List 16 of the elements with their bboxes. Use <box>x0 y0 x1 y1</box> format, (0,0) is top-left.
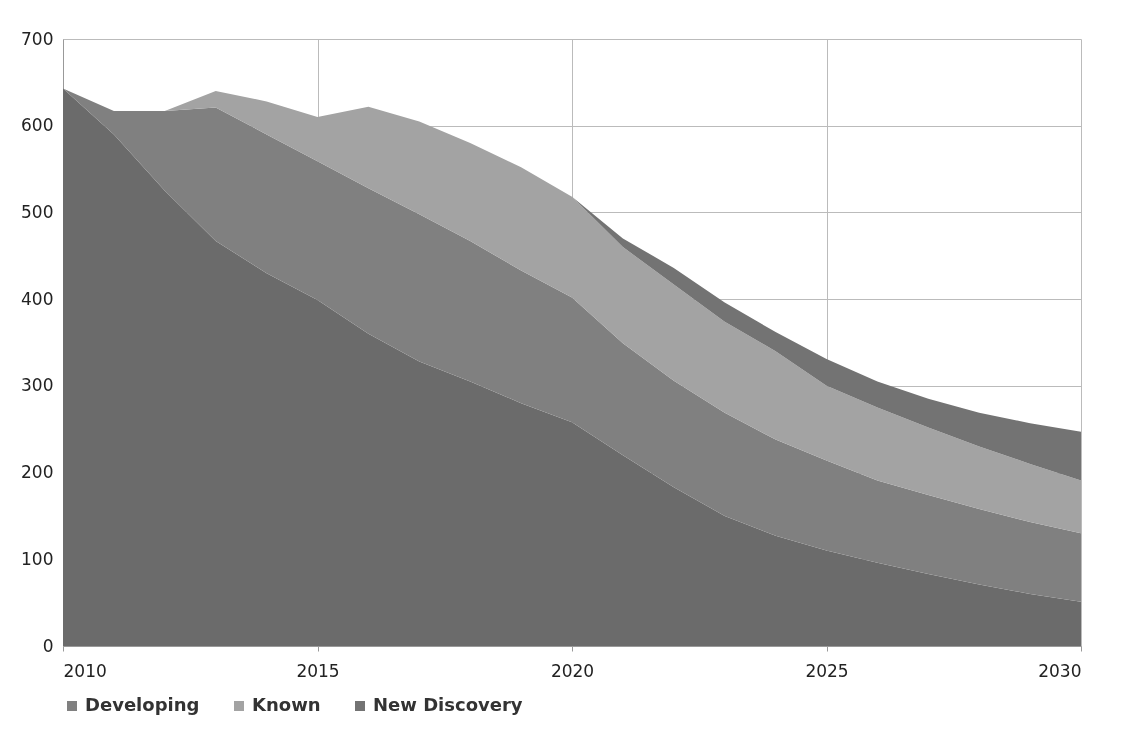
y-tick-label: 300 <box>21 375 54 396</box>
y-tick-label: 700 <box>21 28 54 49</box>
y-tick-label: 0 <box>42 635 54 656</box>
y-tick-label: 500 <box>21 201 54 222</box>
x-tick-label: 2020 <box>550 660 595 681</box>
y-tick-label: 100 <box>21 548 54 569</box>
x-tick-label: 2010 <box>63 660 107 681</box>
y-tick-label: 600 <box>21 115 54 136</box>
x-tick-label: 2030 <box>1038 660 1082 681</box>
y-tick-label: 400 <box>21 288 54 309</box>
legend-label: New Discovery <box>373 694 523 715</box>
y-tick-label: 200 <box>21 462 54 483</box>
x-tick-label: 2015 <box>296 660 340 681</box>
x-tick-label: 2025 <box>805 660 849 681</box>
legend-label: Developing <box>85 694 200 715</box>
legend-label: Known <box>252 694 321 715</box>
